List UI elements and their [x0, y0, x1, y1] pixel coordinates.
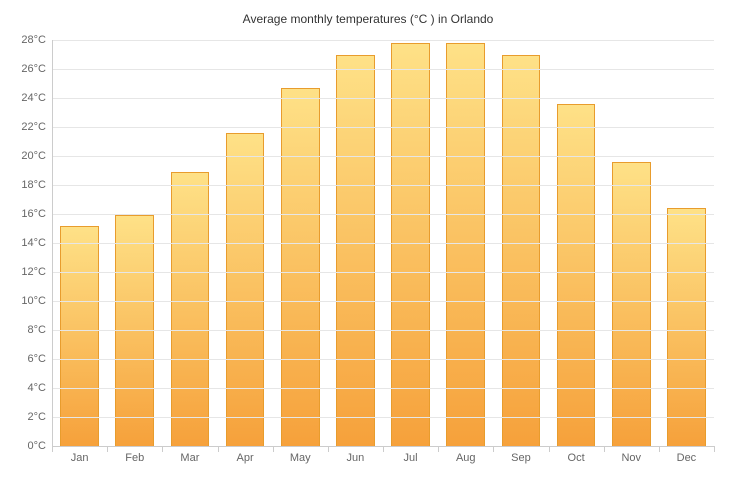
x-tick-label: Feb — [125, 452, 144, 464]
grid-line — [52, 359, 714, 360]
y-tick-label: 26°C — [21, 63, 46, 75]
bar — [391, 43, 430, 446]
y-tick-label: 16°C — [21, 208, 46, 220]
y-tick-label: 4°C — [28, 382, 46, 394]
y-axis — [52, 40, 53, 446]
grid-line — [52, 330, 714, 331]
grid-line — [52, 417, 714, 418]
bar — [612, 162, 651, 446]
y-tick-label: 18°C — [21, 179, 46, 191]
x-tick-label: Nov — [621, 452, 641, 464]
chart-title: Average monthly temperatures (°C ) in Or… — [0, 12, 736, 26]
grid-line — [52, 214, 714, 215]
y-tick-label: 8°C — [28, 324, 46, 336]
x-tick-label: Jun — [347, 452, 365, 464]
bar — [60, 226, 99, 446]
x-tick-label: Jan — [71, 452, 89, 464]
x-tick-label: Apr — [237, 452, 254, 464]
x-tick-mark — [107, 446, 108, 452]
y-tick-label: 24°C — [21, 92, 46, 104]
x-tick-mark — [604, 446, 605, 452]
x-tick-label: Oct — [568, 452, 585, 464]
x-tick-mark — [52, 446, 53, 452]
x-tick-label: Mar — [180, 452, 199, 464]
x-tick-mark — [383, 446, 384, 452]
grid-line — [52, 388, 714, 389]
grid-line — [52, 243, 714, 244]
y-tick-label: 12°C — [21, 266, 46, 278]
x-tick-label: Sep — [511, 452, 531, 464]
temperature-chart: Average monthly temperatures (°C ) in Or… — [0, 0, 736, 500]
x-tick-mark — [714, 446, 715, 452]
x-tick-mark — [328, 446, 329, 452]
grid-line — [52, 98, 714, 99]
grid-line — [52, 40, 714, 41]
x-tick-label: Dec — [677, 452, 697, 464]
x-tick-mark — [218, 446, 219, 452]
grid-line — [52, 156, 714, 157]
bar — [226, 133, 265, 446]
x-tick-mark — [438, 446, 439, 452]
grid-line — [52, 301, 714, 302]
x-tick-mark — [493, 446, 494, 452]
plot-area — [52, 40, 714, 446]
grid-line — [52, 185, 714, 186]
x-tick-label: May — [290, 452, 311, 464]
y-tick-label: 10°C — [21, 295, 46, 307]
y-tick-label: 28°C — [21, 34, 46, 46]
bar — [281, 88, 320, 446]
y-tick-label: 20°C — [21, 150, 46, 162]
grid-line — [52, 272, 714, 273]
grid-line — [52, 69, 714, 70]
y-tick-label: 0°C — [28, 440, 46, 452]
bar — [446, 43, 485, 446]
y-tick-label: 22°C — [21, 121, 46, 133]
y-tick-label: 6°C — [28, 353, 46, 365]
x-tick-label: Aug — [456, 452, 476, 464]
x-tick-label: Jul — [404, 452, 418, 464]
y-tick-label: 14°C — [21, 237, 46, 249]
x-tick-mark — [162, 446, 163, 452]
x-tick-mark — [273, 446, 274, 452]
x-tick-mark — [549, 446, 550, 452]
grid-line — [52, 127, 714, 128]
x-tick-mark — [659, 446, 660, 452]
y-tick-label: 2°C — [28, 411, 46, 423]
